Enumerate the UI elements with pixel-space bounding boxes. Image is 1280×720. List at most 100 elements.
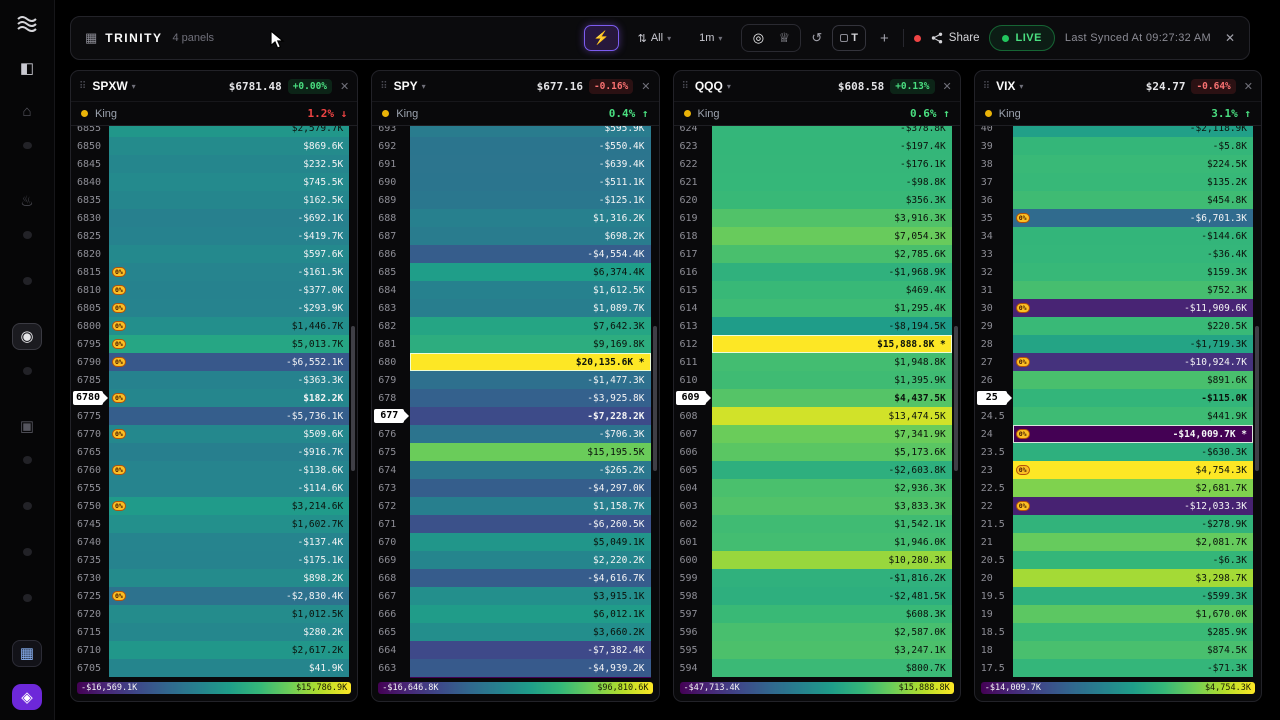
- strike-row[interactable]: 22.5 $2,681.7K: [975, 479, 1261, 497]
- strike-row[interactable]: 6740 -$137.4K: [71, 533, 357, 551]
- strike-row[interactable]: 665 $3,660.2K: [372, 623, 658, 641]
- strike-row[interactable]: 33 -$36.4K: [975, 245, 1261, 263]
- strike-row[interactable]: 688 $1,316.2K: [372, 209, 658, 227]
- add-panel-button[interactable]: +: [880, 29, 889, 47]
- strike-row[interactable]: 667 $3,915.1K: [372, 587, 658, 605]
- strike-row[interactable]: 678 -$3,925.8K: [372, 389, 658, 407]
- strike-row[interactable]: 18 $874.5K: [975, 641, 1261, 659]
- strike-row[interactable]: 607 $7,341.9K: [674, 425, 960, 443]
- strike-row[interactable]: 37 $135.2K: [975, 173, 1261, 191]
- strike-row[interactable]: 6750 0% $3,214.6K: [71, 497, 357, 515]
- nav-dot-icon[interactable]: [22, 547, 32, 556]
- strike-row[interactable]: 601 $1,946.0K: [674, 533, 960, 551]
- strike-row[interactable]: 663 -$4,939.2K: [372, 659, 658, 677]
- close-dashboard-icon[interactable]: ✕: [1224, 31, 1235, 45]
- crown-button[interactable]: ♕: [778, 30, 791, 45]
- close-panel-icon[interactable]: ✕: [641, 80, 651, 93]
- strike-row[interactable]: 6850 $869.6K: [71, 137, 357, 155]
- strike-row[interactable]: 6790 0% -$6,552.1K: [71, 353, 357, 371]
- strike-row[interactable]: 31 $752.3K: [975, 281, 1261, 299]
- strike-row[interactable]: 611 $1,948.8K: [674, 353, 960, 371]
- strike-row[interactable]: 686 -$4,554.4K: [372, 245, 658, 263]
- strike-row[interactable]: 621 -$98.8K: [674, 173, 960, 191]
- strike-row[interactable]: 22 0% -$12,033.3K: [975, 497, 1261, 515]
- close-panel-icon[interactable]: ✕: [942, 80, 952, 93]
- drag-handle-icon[interactable]: ⠿: [681, 80, 689, 92]
- strike-row[interactable]: 672 $1,158.7K: [372, 497, 658, 515]
- strike-row[interactable]: 6780 0% $182.2K: [71, 389, 357, 407]
- ticker-dropdown[interactable]: QQQ ▾: [695, 79, 731, 93]
- strike-row[interactable]: 619 $3,916.3K: [674, 209, 960, 227]
- strike-row[interactable]: 19 $1,670.0K: [975, 605, 1261, 623]
- strike-row[interactable]: 662-$16,646.8K: [372, 677, 658, 678]
- strike-row[interactable]: 23.5 -$630.3K: [975, 443, 1261, 461]
- strike-row[interactable]: 6755 -$114.6K: [71, 479, 357, 497]
- strike-row[interactable]: 598 -$2,481.5K: [674, 587, 960, 605]
- close-panel-icon[interactable]: ✕: [1243, 80, 1253, 93]
- strike-row[interactable]: 29 $220.5K: [975, 317, 1261, 335]
- strike-row[interactable]: 25 -$115.0K: [975, 389, 1261, 407]
- strike-row[interactable]: 6725 0% -$2,830.4K: [71, 587, 357, 605]
- strike-row[interactable]: 6815 0% -$161.5K: [71, 263, 357, 281]
- strike-row[interactable]: 670 $5,049.1K: [372, 533, 658, 551]
- strike-row[interactable]: 19.5 -$599.3K: [975, 587, 1261, 605]
- scrollbar[interactable]: [1255, 326, 1259, 471]
- timeframe-dropdown[interactable]: 1m ▾: [690, 25, 731, 51]
- strike-row[interactable]: 603 $3,833.3K: [674, 497, 960, 515]
- strike-row[interactable]: 612 $15,888.8K *: [674, 335, 960, 353]
- strike-row[interactable]: 28 -$1,719.3K: [975, 335, 1261, 353]
- strike-row[interactable]: 30 0% -$11,909.6K: [975, 299, 1261, 317]
- drag-handle-icon[interactable]: ⠿: [79, 80, 87, 92]
- strike-row[interactable]: 21 $2,081.7K: [975, 533, 1261, 551]
- strike-row[interactable]: 602 $1,542.1K: [674, 515, 960, 533]
- strike-row[interactable]: 6845 $232.5K: [71, 155, 357, 173]
- share-button[interactable]: Share: [931, 32, 979, 44]
- target-button[interactable]: ◎: [752, 30, 765, 45]
- strike-row[interactable]: 35 0% -$6,701.3K: [975, 209, 1261, 227]
- nav-dot-icon[interactable]: [22, 230, 32, 239]
- strike-row[interactable]: 17.5 -$71.3K: [975, 659, 1261, 677]
- strike-row[interactable]: 20.5 -$6.3K: [975, 551, 1261, 569]
- strike-row[interactable]: 679 -$1,477.3K: [372, 371, 658, 389]
- strike-row[interactable]: 616 -$1,968.9K: [674, 263, 960, 281]
- strike-row[interactable]: 676 -$706.3K: [372, 425, 658, 443]
- strike-row[interactable]: 6795 0% $5,013.7K: [71, 335, 357, 353]
- strike-row[interactable]: 6720 $1,012.5K: [71, 605, 357, 623]
- strike-row[interactable]: 683 $1,089.7K: [372, 299, 658, 317]
- close-panel-icon[interactable]: ✕: [340, 80, 350, 93]
- strike-row[interactable]: 610 $1,395.9K: [674, 371, 960, 389]
- strike-row[interactable]: 690 -$511.1K: [372, 173, 658, 191]
- drag-handle-icon[interactable]: ⠿: [380, 80, 388, 92]
- strike-row[interactable]: 6820 $597.6K: [71, 245, 357, 263]
- strike-row[interactable]: 691 -$639.4K: [372, 155, 658, 173]
- strike-row[interactable]: 6785 -$363.3K: [71, 371, 357, 389]
- nav-dot-icon[interactable]: [22, 593, 32, 602]
- strike-row[interactable]: 6825 -$419.7K: [71, 227, 357, 245]
- sort-filter-dropdown[interactable]: ⇅ All ▾: [629, 25, 680, 51]
- strike-row[interactable]: 20 $3,298.7K: [975, 569, 1261, 587]
- strike-row[interactable]: 680 $20,135.6K *: [372, 353, 658, 371]
- strike-row[interactable]: 595 $3,247.1K: [674, 641, 960, 659]
- strike-row[interactable]: 6835 $162.5K: [71, 191, 357, 209]
- strike-row[interactable]: 6760 0% -$138.6K: [71, 461, 357, 479]
- ticker-dropdown[interactable]: SPY ▾: [394, 79, 426, 93]
- strike-row[interactable]: 32 $159.3K: [975, 263, 1261, 281]
- strike-row[interactable]: 666 $6,012.1K: [372, 605, 658, 623]
- strike-row[interactable]: 609 $4,437.5K: [674, 389, 960, 407]
- panels-shortcut-icon[interactable]: ▦: [12, 639, 42, 667]
- strike-row[interactable]: 669 $2,220.2K: [372, 551, 658, 569]
- ticker-dropdown[interactable]: VIX ▾: [996, 79, 1023, 93]
- flame-icon[interactable]: ♨: [20, 192, 34, 210]
- strike-row[interactable]: 23 0% $4,754.3K: [975, 461, 1261, 479]
- strike-row[interactable]: 18.5 $285.9K: [975, 623, 1261, 641]
- strike-row[interactable]: 27 0% -$10,924.7K: [975, 353, 1261, 371]
- strike-row[interactable]: 693 $595.9K: [372, 126, 658, 137]
- nav-dot-icon[interactable]: [22, 366, 32, 375]
- drag-handle-icon[interactable]: ⠿: [982, 80, 991, 92]
- nav-dot-icon[interactable]: [22, 276, 32, 285]
- strike-row[interactable]: 606 $5,173.6K: [674, 443, 960, 461]
- strike-row[interactable]: 615 $469.4K: [674, 281, 960, 299]
- strike-row[interactable]: 624 -$378.8K: [674, 126, 960, 137]
- strike-row[interactable]: 6705 $41.9K: [71, 659, 357, 677]
- scrollbar[interactable]: [953, 326, 958, 471]
